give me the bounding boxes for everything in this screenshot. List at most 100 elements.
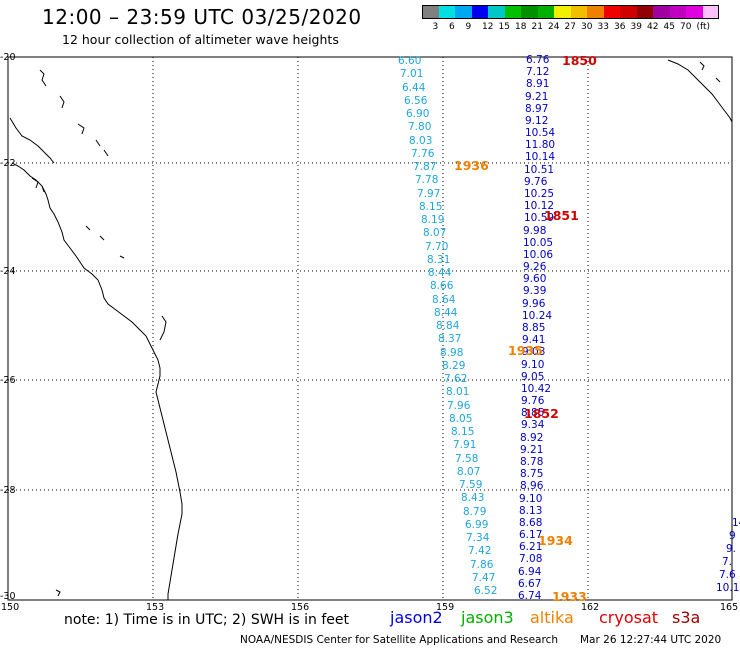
lon-label: 150 (1, 602, 20, 613)
wave-height-value: 8.37 (438, 333, 462, 345)
reef-fragment (59, 95, 65, 109)
wave-height-value: 7.97 (417, 188, 441, 200)
wave-height-value: 8.31 (427, 254, 451, 266)
pass-label: 1936 (454, 158, 489, 173)
wave-height-value: 9.76 (521, 395, 545, 407)
scale-label: 18 (515, 22, 527, 32)
scale-swatch (455, 5, 472, 19)
wave-height-value: 10.14 (525, 151, 556, 163)
wave-height-value: 10.42 (521, 383, 552, 395)
sat-legend-jason3: jason3 (461, 608, 514, 627)
coastline-australia (11, 162, 183, 600)
wave-height-value: 8.66 (430, 280, 454, 292)
scale-swatch (422, 5, 439, 19)
sat-legend-altika: altika (530, 608, 574, 627)
wave-height-value: 10.59 (524, 212, 555, 224)
wave-height-value: 8.85 (522, 322, 546, 334)
lon-label: 159 (436, 602, 455, 613)
wave-height-value: 8.68 (519, 517, 543, 529)
sat-legend-s3a: s3a (672, 608, 701, 627)
pass-label: 1851 (544, 208, 579, 223)
lat-label: -26 (0, 375, 16, 386)
lon-label: 162 (581, 602, 600, 613)
wave-height-value: 8.85 (521, 407, 545, 419)
wave-height-value: 7.91 (453, 439, 477, 451)
wave-height-value: 8.07 (457, 466, 481, 478)
map-frame (7, 56, 733, 601)
wave-height-value: 8.64 (432, 294, 456, 306)
wave-height-value: 8.15 (451, 426, 475, 438)
scale-swatch (504, 5, 521, 19)
scale-swatch (669, 5, 686, 19)
wave-height-value: 14 (732, 517, 740, 529)
lat-label: -30 (0, 591, 16, 602)
wave-height-value: 7.01 (400, 68, 424, 80)
reef-fragment (77, 123, 85, 135)
wave-height-value: 7.42 (468, 545, 492, 557)
scale-label: 21 (531, 22, 543, 32)
island-small (41, 185, 45, 193)
wave-height-value: 9.03 (522, 346, 546, 358)
scale-swatch (537, 5, 554, 19)
wave-height-value: 6.74 (518, 590, 542, 602)
wave-height-value: 8.19 (421, 214, 445, 226)
coastline-new-caledonia (667, 59, 733, 123)
scale-label: 33 (597, 22, 609, 32)
generated-timestamp: Mar 26 12:27:44 UTC 2020 (580, 634, 722, 646)
wave-height-value: 10.12 (524, 200, 555, 212)
lat-label: -20 (0, 52, 16, 63)
wave-height-value: 11.80 (525, 139, 556, 151)
wave-height-value: 8.15 (419, 201, 443, 213)
wave-height-value: 8.98 (440, 347, 464, 359)
wave-height-value: 9.76 (524, 176, 548, 188)
pass-label: 1850 (562, 53, 597, 68)
wave-height-value: 6.17 (519, 529, 543, 541)
wave-height-value: 9.60 (523, 273, 547, 285)
wave-height-value: 8.78 (520, 456, 544, 468)
wave-height-value: 9.98 (523, 225, 547, 237)
wave-height-value: 10.05 (523, 237, 554, 249)
island-small (85, 225, 91, 231)
scale-label: 45 (663, 22, 675, 32)
wave-height-value: 8.96 (520, 480, 544, 492)
coastline-cape (9, 117, 55, 164)
scale-swatch (702, 5, 719, 19)
wave-height-value: 8.79 (463, 506, 487, 518)
wave-height-value: 6.76 (526, 54, 550, 66)
wave-height-value: 9.41 (522, 334, 546, 346)
wave-height-value: 8.29 (442, 360, 466, 372)
wave-height-value: 6.90 (406, 108, 430, 120)
wave-height-value: 8.07 (423, 227, 447, 239)
wave-height-value: 9.96 (522, 298, 546, 310)
pass-label: 1935 (508, 343, 543, 358)
scale-swatch (587, 5, 604, 19)
scale-swatch (636, 5, 653, 19)
wave-height-value: 10.51 (524, 164, 555, 176)
lon-label: 156 (291, 602, 310, 613)
wave-height-value: 8.43 (461, 492, 485, 504)
wave-height-value: 7.47 (472, 572, 496, 584)
reef-fragment (95, 139, 101, 147)
sat-legend-jason2: jason2 (390, 608, 443, 627)
wave-height-value: 9.21 (520, 444, 544, 456)
wave-height-value: 7.08 (519, 553, 543, 565)
scale-swatch (554, 5, 571, 19)
wave-height-value: 6.56 (404, 95, 428, 107)
wave-height-value: 10.24 (522, 310, 553, 322)
scale-swatch (653, 5, 670, 19)
pass-label: 1933 (552, 589, 587, 604)
scale-label: (ft) (696, 22, 711, 32)
lat-label: -24 (0, 266, 16, 277)
island-small (119, 255, 125, 259)
wave-height-value: 10.54 (525, 127, 556, 139)
wave-height-value: 7.34 (466, 532, 490, 544)
wave-height-value: 7.87 (413, 161, 437, 173)
wave-height-value: 6.44 (402, 82, 426, 94)
scale-label: 36 (614, 22, 626, 32)
wave-height-value: 7.12 (526, 66, 550, 78)
scale-label: 39 (630, 22, 642, 32)
scale-label: 3 (432, 22, 439, 32)
scale-swatch (603, 5, 620, 19)
wave-height-value: 7.62 (444, 373, 468, 385)
